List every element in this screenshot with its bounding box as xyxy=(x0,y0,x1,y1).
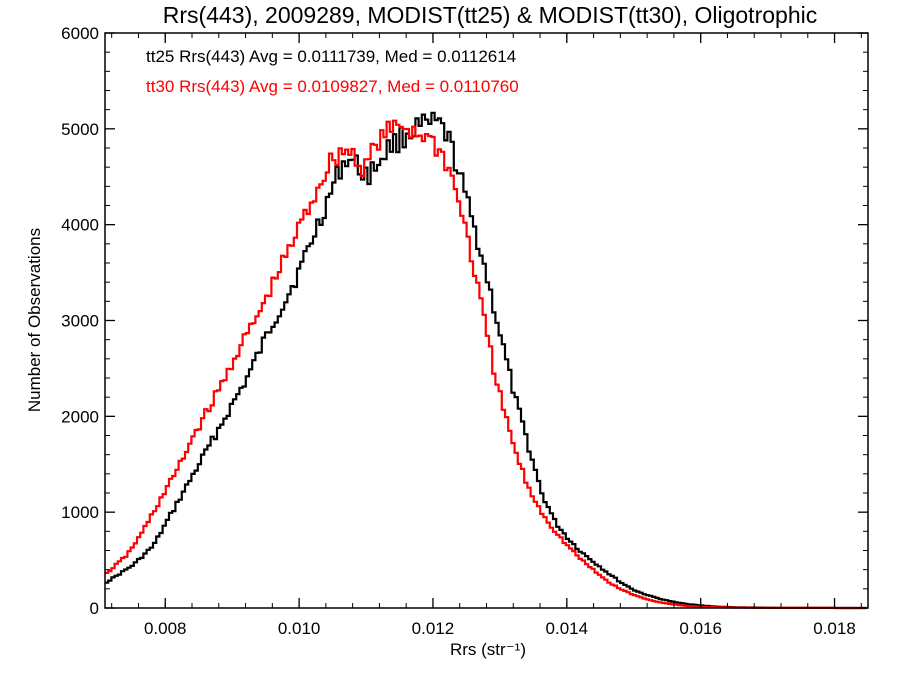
plot-frame xyxy=(104,32,869,609)
y-tick-label: 5000 xyxy=(61,120,99,139)
y-tick-label: 6000 xyxy=(61,24,99,43)
y-tick-label: 0 xyxy=(90,599,99,618)
x-tick-label: 0.012 xyxy=(412,619,455,638)
y-tick-label: 1000 xyxy=(61,503,99,522)
series-line-1 xyxy=(105,119,867,610)
stats-annotation-tt25: tt25 Rrs(443) Avg = 0.0111739, Med = 0.0… xyxy=(146,47,516,66)
series-layer xyxy=(105,111,867,610)
x-tick-label: 0.018 xyxy=(813,619,856,638)
x-tick-label: 0.010 xyxy=(278,619,321,638)
stats-annotation-tt30: tt30 Rrs(443) Avg = 0.0109827, Med = 0.0… xyxy=(146,77,519,96)
x-tick-label: 0.008 xyxy=(144,619,187,638)
y-tick-label: 2000 xyxy=(61,407,99,426)
x-tick-label: 0.016 xyxy=(679,619,722,638)
y-tick-label: 4000 xyxy=(61,216,99,235)
x-tick-label: 0.014 xyxy=(546,619,589,638)
x-axis-label: Rrs (str⁻¹) xyxy=(450,640,526,659)
series-line-0 xyxy=(105,111,867,610)
y-tick-label: 3000 xyxy=(61,312,99,331)
y-axis-label: Number of Observations xyxy=(25,228,44,412)
chart-title: Rrs(443), 2009289, MODIST(tt25) & MODIST… xyxy=(163,2,817,28)
ticks-layer: 0.008 0.010 0.012 0.014 0.016 0.018 0 1000 2000 3… xyxy=(61,24,868,638)
